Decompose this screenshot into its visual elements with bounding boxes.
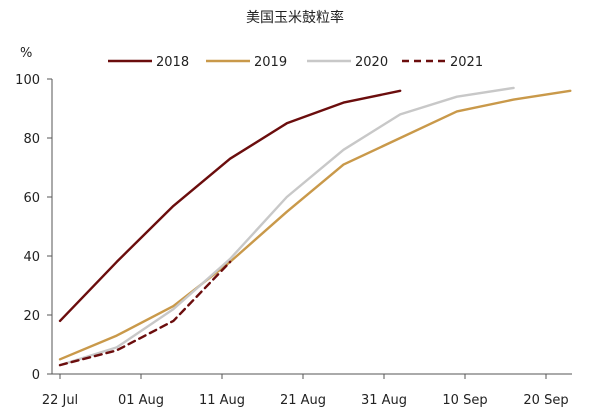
y-tick-label: 20 [23, 309, 40, 324]
legend: 2018 2019 2020 2021 [108, 55, 483, 70]
x-tick-label: 01 Aug [118, 393, 164, 408]
y-tick-label: 40 [23, 250, 40, 265]
x-tick-label: 10 Sep [442, 393, 487, 408]
series-line-2018 [58, 89, 402, 323]
chart-title: 美国玉米鼓粒率 [246, 9, 344, 26]
series-line-2019 [58, 89, 572, 361]
axes: 0 20 40 60 80 100 22 Jul 01 Aug 11 Aug 21 Aug 31 A… [15, 73, 572, 408]
legend-label-2021: 2021 [450, 55, 483, 70]
x-tick-label: 31 Aug [361, 393, 407, 408]
x-tick-label: 11 Aug [199, 393, 245, 408]
legend-label-2020: 2020 [355, 55, 388, 70]
y-tick-label: 80 [23, 132, 40, 147]
x-tick-label: 20 Sep [523, 393, 568, 408]
y-tick-label: 60 [23, 191, 40, 206]
x-tick-label: 22 Jul [42, 393, 78, 408]
y-axis-unit: % [20, 46, 32, 61]
x-tick-label: 21 Aug [280, 393, 326, 408]
series-line-2021 [58, 260, 232, 367]
legend-label-2018: 2018 [156, 55, 189, 70]
y-tick-label: 100 [15, 73, 40, 88]
series-layer [58, 86, 572, 367]
legend-label-2019: 2019 [254, 55, 287, 70]
series-line-2020 [58, 86, 515, 367]
y-tick-label: 0 [32, 368, 40, 383]
